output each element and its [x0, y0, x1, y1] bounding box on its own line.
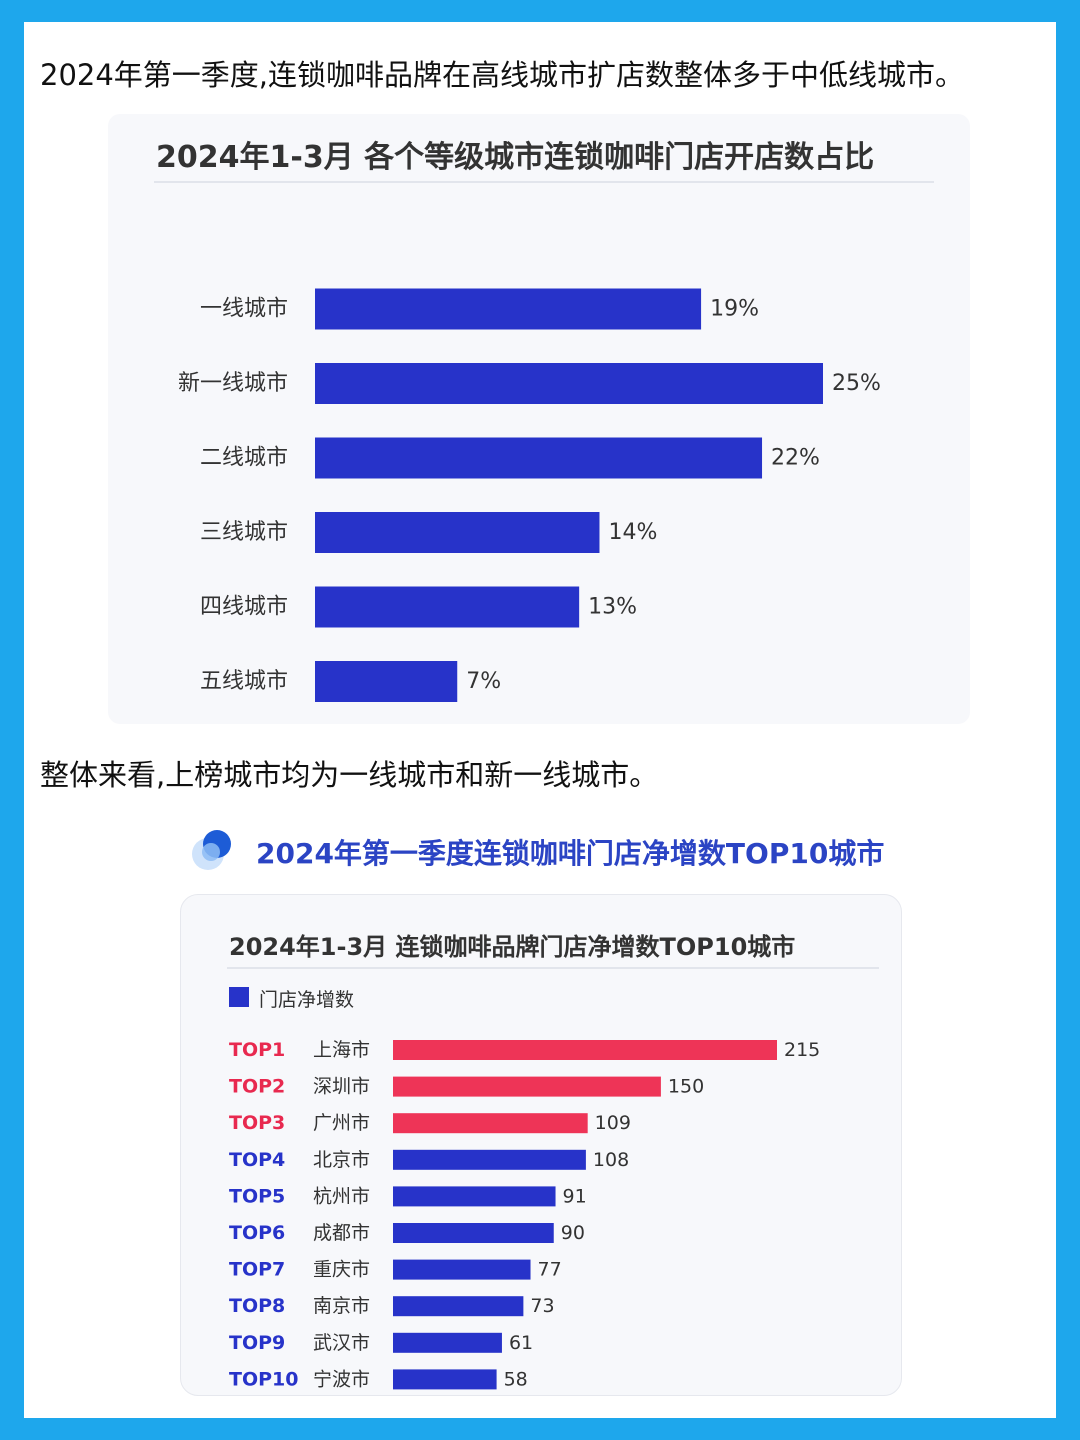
city-label: 上海市 — [313, 1039, 370, 1061]
city-label: 武汉市 — [313, 1332, 370, 1354]
value-label: 13% — [588, 595, 637, 620]
category-label: 五线城市 — [200, 669, 288, 694]
bar — [393, 1259, 531, 1280]
bar — [315, 512, 600, 553]
bar — [393, 1296, 524, 1317]
rank-label: TOP5 — [229, 1185, 285, 1207]
bar — [315, 363, 823, 404]
top10-bar-chart: TOP1 上海市 215 TOP2 深圳市 150 TOP3 广州市 109 TOP4 北京市 108… — [229, 1039, 820, 1390]
bar — [393, 1076, 661, 1097]
city-label: 杭州市 — [313, 1185, 370, 1207]
legend-label: 门店净增数 — [259, 989, 355, 1011]
bar — [393, 1040, 777, 1060]
bar — [315, 586, 580, 628]
intro-paragraph: 2024年第一季度,连锁咖啡品牌在高线城市扩店数整体多于中低线城市。 — [40, 58, 965, 92]
title-divider — [227, 967, 879, 969]
rank-label: TOP7 — [229, 1259, 285, 1281]
city-label: 广州市 — [313, 1112, 370, 1134]
city-label: 深圳市 — [313, 1076, 370, 1098]
category-label: 四线城市 — [200, 595, 288, 620]
value-label: 22% — [771, 446, 820, 471]
category-label: 新一线城市 — [178, 371, 288, 396]
tier-share-bar-chart: 一线城市 19% 新一线城市 25% 二线城市 22% 三线城市 14% 四线城市 13% 五线城市… — [178, 288, 881, 702]
chart-card-city-tier-share: 2024年1-3月 各个等级城市连锁咖啡门店开店数占比 一线城市 19% 新一线城市… — [108, 114, 970, 724]
coffee-bean-icon — [192, 830, 231, 870]
bar — [393, 1149, 586, 1170]
city-label: 重庆市 — [313, 1259, 370, 1281]
value-label: 61 — [509, 1332, 533, 1354]
category-label: 一线城市 — [200, 297, 288, 322]
value-label: 215 — [784, 1039, 820, 1061]
chart-title: 2024年1-3月 连锁咖啡品牌门店净增数TOP10城市 — [229, 933, 796, 961]
chart-title: 2024年1-3月 各个等级城市连锁咖啡门店开店数占比 — [156, 140, 875, 175]
rank-label: TOP9 — [229, 1332, 285, 1354]
value-label: 25% — [832, 371, 881, 396]
bar — [393, 1223, 554, 1243]
page: 2024年第一季度,连锁咖啡品牌在高线城市扩店数整体多于中低线城市。 2024年… — [24, 22, 1056, 1418]
bar — [393, 1186, 556, 1207]
summary-paragraph: 整体来看,上榜城市均为一线城市和新一线城市。 — [40, 758, 659, 792]
bar — [393, 1369, 497, 1390]
value-label: 58 — [504, 1368, 528, 1390]
city-label: 宁波市 — [313, 1368, 370, 1390]
category-label: 三线城市 — [200, 520, 288, 545]
section-header: 2024年第一季度连锁咖啡门店净增数TOP10城市 — [190, 826, 910, 874]
city-label: 南京市 — [313, 1295, 370, 1317]
rank-label: TOP8 — [229, 1295, 285, 1317]
city-label: 成都市 — [313, 1222, 370, 1244]
category-label: 二线城市 — [200, 446, 288, 471]
value-label: 90 — [561, 1222, 585, 1244]
rank-label: TOP4 — [229, 1149, 285, 1171]
value-label: 19% — [710, 297, 759, 322]
value-label: 108 — [593, 1149, 629, 1171]
bar — [315, 661, 458, 702]
value-label: 77 — [538, 1259, 562, 1281]
value-label: 109 — [595, 1112, 631, 1134]
value-label: 14% — [608, 520, 657, 545]
bar — [393, 1332, 502, 1353]
bar — [393, 1113, 588, 1134]
bar — [315, 288, 702, 330]
rank-label: TOP3 — [229, 1112, 285, 1134]
section-title: 2024年第一季度连锁咖啡门店净增数TOP10城市 — [256, 837, 885, 870]
city-label: 北京市 — [313, 1149, 370, 1171]
rank-label: TOP10 — [229, 1368, 298, 1390]
rank-label: TOP6 — [229, 1222, 285, 1244]
value-label: 73 — [530, 1295, 554, 1317]
rank-label: TOP1 — [229, 1039, 285, 1061]
chart-card-top10-cities: 2024年1-3月 连锁咖啡品牌门店净增数TOP10城市 门店净增数 TOP1 上… — [180, 894, 902, 1396]
legend-swatch — [229, 987, 249, 1007]
value-label: 91 — [563, 1185, 587, 1207]
value-label: 150 — [668, 1076, 704, 1098]
bar — [315, 437, 763, 479]
title-divider — [154, 181, 934, 183]
value-label: 7% — [466, 669, 501, 694]
rank-label: TOP2 — [229, 1076, 285, 1098]
